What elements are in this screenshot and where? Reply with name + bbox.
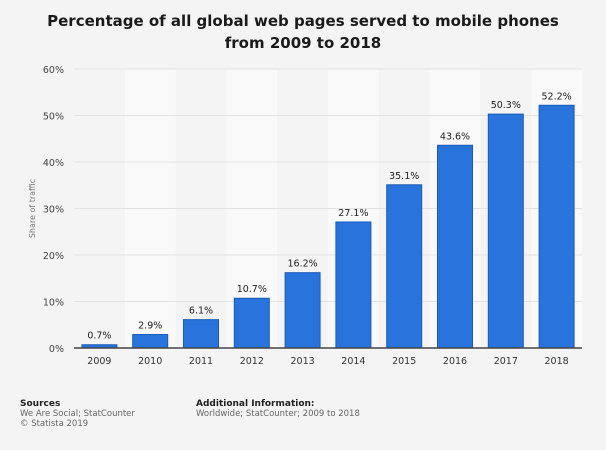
data-label: 2.9% xyxy=(138,321,162,332)
y-tick-label: 30% xyxy=(43,205,64,216)
y-tick-label: 20% xyxy=(43,251,64,262)
y-tick-label: 10% xyxy=(43,298,64,309)
x-tick-label: 2015 xyxy=(392,356,416,367)
x-tick-label: 2016 xyxy=(443,356,467,367)
additional-info-heading: Additional Information: xyxy=(196,399,315,409)
sources-heading: Sources xyxy=(20,399,61,409)
x-tick-label: 2009 xyxy=(87,356,111,367)
y-tick-label: 40% xyxy=(43,158,64,169)
x-tick-label: 2010 xyxy=(138,356,162,367)
bar-chart: 0% 10% 20% 30% 40% 50% 60% Share of traffic 0.7%… xyxy=(28,65,582,367)
data-label: 10.7% xyxy=(237,284,267,295)
sources-text: We Are Social; StatCounter xyxy=(20,409,135,419)
bar-2017 xyxy=(487,113,524,349)
x-tick-label: 2012 xyxy=(240,356,264,367)
x-tick-label: 2013 xyxy=(291,356,315,367)
x-tick-label: 2011 xyxy=(189,356,213,367)
x-tick-label: 2018 xyxy=(545,356,569,367)
sources-block: Sources We Are Social; StatCounter © Sta… xyxy=(20,399,135,429)
y-axis-label: Share of traffic xyxy=(28,179,37,238)
bar-2010 xyxy=(132,334,169,349)
y-tick-label: 60% xyxy=(43,65,64,76)
y-tick-label: 50% xyxy=(43,112,64,123)
additional-info-block: Additional Information: Worldwide; StatC… xyxy=(196,399,360,419)
data-label: 6.1% xyxy=(189,306,213,317)
copyright-text: © Statista 2019 xyxy=(20,419,89,429)
data-label: 35.1% xyxy=(389,171,419,182)
x-tick-label: 2017 xyxy=(494,356,518,367)
chart-title: Percentage of all global web pages serve… xyxy=(47,12,559,52)
data-label: 16.2% xyxy=(288,259,318,270)
additional-info-text: Worldwide; StatCounter; 2009 to 2018 xyxy=(196,409,360,419)
y-tick-label: 0% xyxy=(49,344,64,355)
data-label: 52.2% xyxy=(542,91,572,102)
bar-2013 xyxy=(284,272,321,349)
bar-2012 xyxy=(233,297,270,349)
x-tick-label: 2014 xyxy=(341,356,365,367)
bar-2011 xyxy=(183,319,219,349)
bar-2018 xyxy=(538,104,575,349)
bar-2015 xyxy=(386,184,423,349)
bar-2016 xyxy=(437,144,473,349)
data-label: 50.3% xyxy=(491,100,521,111)
data-label: 0.7% xyxy=(87,331,111,342)
data-label: 43.6% xyxy=(440,131,470,142)
bar-2014 xyxy=(335,221,372,349)
data-label: 27.1% xyxy=(338,208,368,219)
